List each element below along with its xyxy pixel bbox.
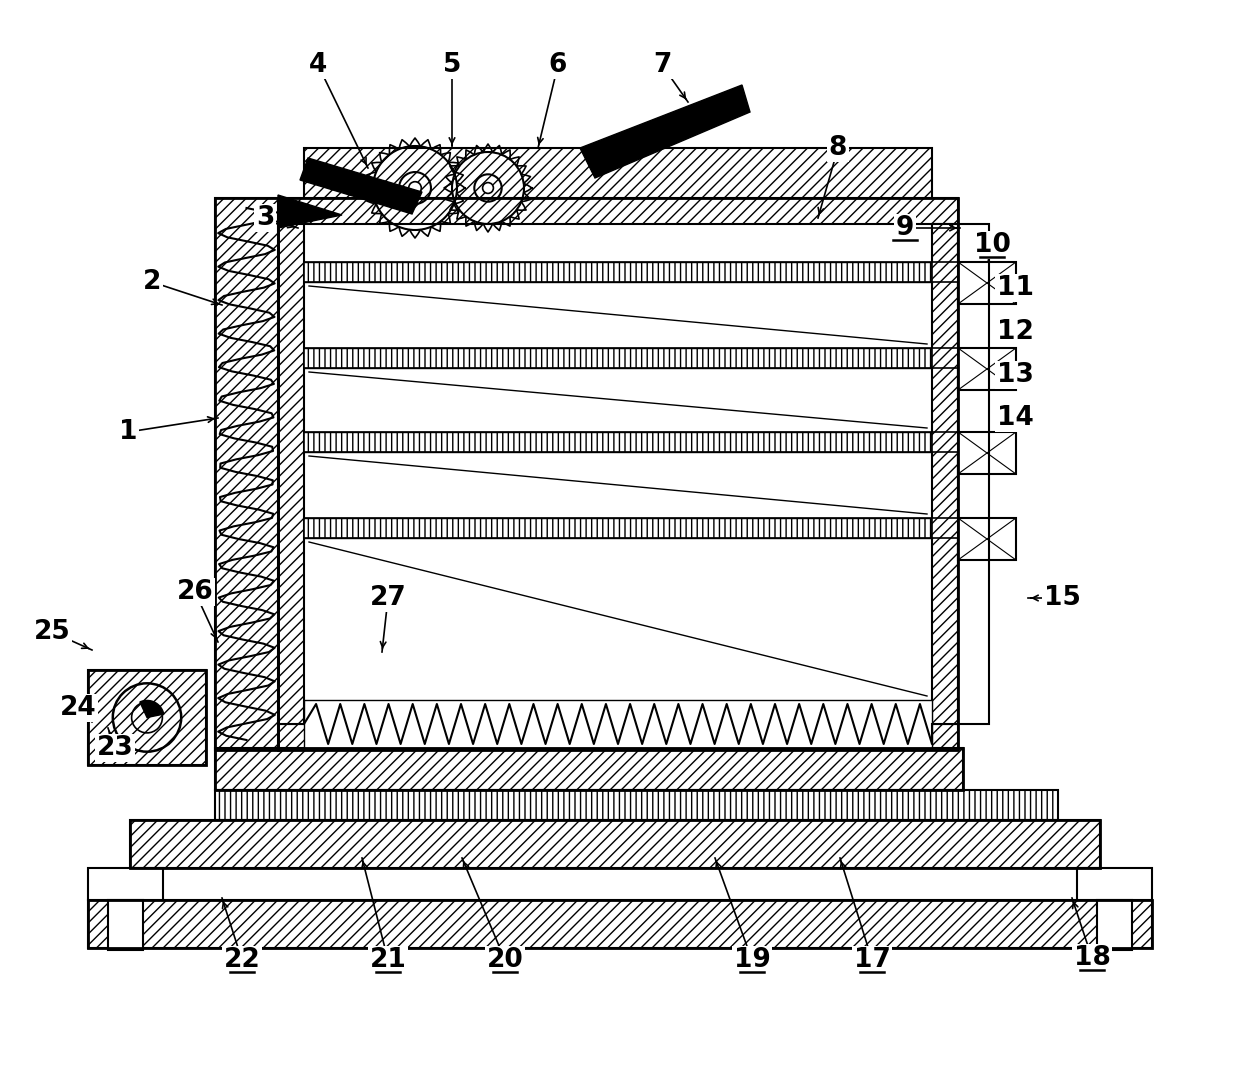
- Bar: [932, 224, 959, 724]
- Text: 10: 10: [973, 232, 1011, 258]
- Bar: [1097, 900, 1132, 950]
- Bar: [304, 433, 932, 452]
- Bar: [932, 348, 959, 367]
- Bar: [108, 900, 143, 950]
- Bar: [304, 149, 932, 198]
- Text: 25: 25: [33, 619, 71, 645]
- Bar: [88, 670, 206, 765]
- Bar: [959, 348, 1016, 390]
- Bar: [215, 790, 1058, 820]
- Text: 8: 8: [828, 136, 847, 162]
- Text: 23: 23: [97, 735, 134, 761]
- Polygon shape: [580, 85, 750, 178]
- Bar: [215, 198, 278, 750]
- Text: 27: 27: [370, 585, 407, 611]
- Text: 14: 14: [997, 405, 1033, 431]
- Text: 13: 13: [997, 362, 1033, 388]
- Text: 2: 2: [143, 269, 161, 295]
- Bar: [959, 518, 1016, 560]
- Bar: [932, 518, 959, 538]
- Text: 18: 18: [1074, 945, 1111, 971]
- Text: 24: 24: [60, 695, 97, 721]
- Bar: [304, 262, 932, 282]
- Bar: [215, 198, 278, 750]
- Bar: [304, 700, 932, 748]
- Bar: [959, 262, 1016, 304]
- Text: 4: 4: [309, 52, 327, 78]
- Text: 15: 15: [1044, 585, 1080, 611]
- Circle shape: [482, 182, 494, 193]
- Text: 21: 21: [370, 947, 407, 973]
- Bar: [88, 900, 1152, 948]
- Bar: [215, 790, 1058, 820]
- Text: 17: 17: [853, 947, 890, 973]
- Bar: [959, 433, 1016, 474]
- Bar: [278, 724, 959, 750]
- Polygon shape: [278, 195, 342, 228]
- Text: 7: 7: [652, 52, 671, 78]
- Bar: [88, 900, 1152, 948]
- Bar: [215, 748, 963, 790]
- Bar: [278, 198, 959, 750]
- Text: 26: 26: [176, 579, 213, 605]
- Polygon shape: [140, 700, 164, 718]
- Text: 20: 20: [486, 947, 523, 973]
- Circle shape: [409, 182, 422, 194]
- Bar: [88, 670, 206, 765]
- Bar: [130, 820, 1100, 868]
- Text: 6: 6: [549, 52, 567, 78]
- Text: 12: 12: [997, 319, 1033, 345]
- Bar: [278, 224, 304, 724]
- Text: 19: 19: [734, 947, 770, 973]
- Bar: [932, 262, 959, 282]
- Bar: [130, 820, 1100, 868]
- Bar: [278, 198, 959, 224]
- Text: 9: 9: [895, 215, 914, 241]
- Bar: [932, 433, 959, 452]
- Text: 3: 3: [255, 205, 274, 231]
- Bar: [215, 748, 963, 790]
- Bar: [88, 868, 162, 900]
- Bar: [304, 518, 932, 538]
- Text: 22: 22: [223, 947, 260, 973]
- Text: 5: 5: [443, 52, 461, 78]
- Bar: [1078, 868, 1152, 900]
- Polygon shape: [300, 158, 422, 214]
- Text: 1: 1: [119, 420, 138, 446]
- Text: 11: 11: [997, 275, 1033, 301]
- Bar: [304, 348, 932, 367]
- Bar: [959, 224, 990, 724]
